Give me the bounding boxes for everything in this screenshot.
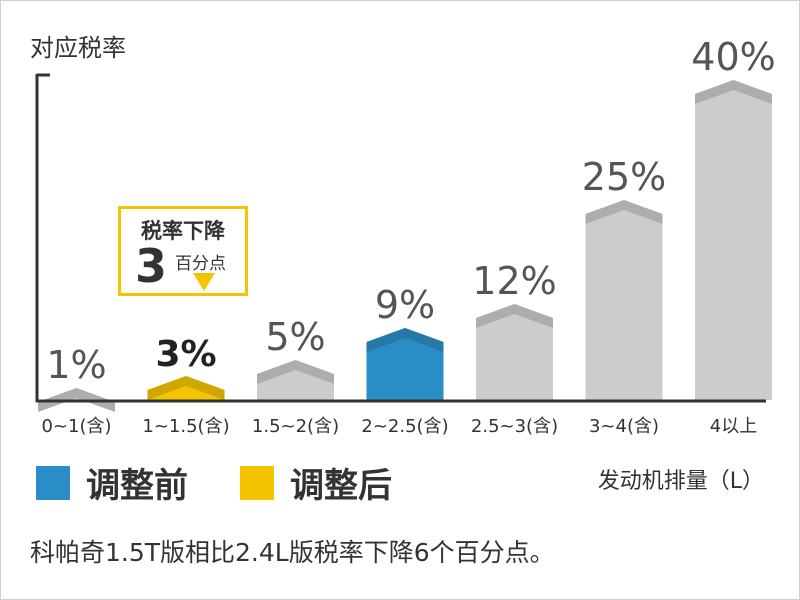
bar-cap [366, 328, 444, 352]
bar-cap [147, 376, 225, 400]
down-arrow-icon [193, 273, 215, 291]
data-label: 40% [691, 35, 775, 79]
legend-swatch-before [36, 465, 70, 500]
y-axis-label: 对应税率 [30, 34, 126, 62]
bar [476, 304, 553, 400]
data-label: 25% [582, 155, 666, 199]
legend-item-after: 调整后 [240, 458, 392, 507]
callout-unit: 百分点 [175, 254, 226, 274]
bar-cap [257, 360, 334, 384]
legend-label-after: 调整后 [290, 466, 392, 506]
x-tick-label: 4以上 [710, 416, 757, 437]
bar [366, 328, 444, 400]
bar [695, 80, 772, 400]
callout-number: 3 [135, 239, 168, 293]
legend-item-before: 调整前 [36, 458, 188, 507]
bar-cap [476, 304, 553, 328]
legend-label-before: 调整前 [86, 466, 188, 506]
bar [585, 200, 663, 400]
callout-box: 税率下降 3 百分点 [118, 206, 248, 296]
x-tick-label: 1.5~2(含) [252, 416, 339, 437]
x-tick-label: 2.5~3(含) [471, 416, 558, 437]
data-label: 1% [46, 343, 106, 387]
x-tick-label: 3~4(含) [589, 416, 659, 437]
bar-cap [695, 80, 772, 104]
bar [147, 376, 225, 400]
x-tick-label: 0~1(含) [41, 416, 111, 437]
callout-title: 税率下降 [141, 219, 225, 243]
legend-swatch-after [240, 465, 274, 500]
footnote: 科帕奇1.5T版相比2.4L版税率下降6个百分点。 [30, 538, 555, 567]
x-tick-label: 2~2.5(含) [361, 416, 448, 437]
data-label: 5% [265, 315, 325, 359]
data-label: 9% [375, 283, 435, 327]
x-axis-label: 发动机排量（L） [597, 469, 764, 494]
x-tick-label: 1~1.5(含) [142, 416, 229, 437]
bar-cap [585, 200, 663, 224]
data-label: 3% [155, 334, 216, 375]
data-label: 12% [472, 259, 556, 303]
